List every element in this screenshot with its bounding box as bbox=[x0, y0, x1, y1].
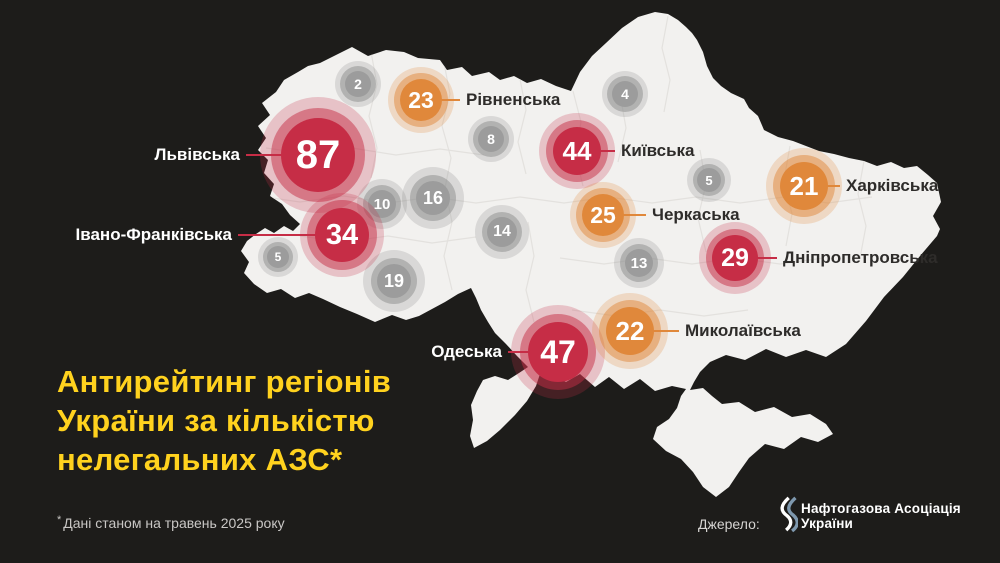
leader-line bbox=[652, 330, 679, 332]
leader-line bbox=[508, 351, 532, 353]
title-line: нелегальних АЗС* bbox=[57, 442, 343, 477]
region-label: Харківська bbox=[846, 176, 939, 195]
leader-line bbox=[826, 185, 840, 187]
leader-line bbox=[599, 150, 615, 152]
footnote: * Дані станом на травень 2025 року bbox=[57, 514, 285, 531]
region-bubble: 4 bbox=[612, 81, 638, 107]
region-label: Івано-Франківська bbox=[75, 225, 232, 244]
region-label: Київська bbox=[621, 141, 695, 160]
title-line: України за кількістю bbox=[57, 403, 375, 438]
leader-line bbox=[238, 234, 319, 236]
region-bubble: 8 bbox=[478, 126, 504, 152]
region-bubble: 25 bbox=[582, 194, 624, 236]
region-label: Дніпропетровська bbox=[783, 248, 938, 267]
source-org-line: України bbox=[801, 515, 854, 531]
region-label: Львівська bbox=[154, 145, 240, 164]
region-bubble: 29 bbox=[712, 235, 758, 281]
infographic-title: Антирейтинг регіонів України за кількіст… bbox=[57, 362, 391, 479]
region-bubble: 23 bbox=[400, 79, 442, 121]
title-line: Антирейтинг регіонів bbox=[57, 364, 392, 399]
region-bubble: 5 bbox=[267, 246, 289, 268]
region-bubble: 14 bbox=[487, 217, 517, 247]
footnote-asterisk: * bbox=[57, 514, 62, 526]
ukraine-outline bbox=[241, 12, 941, 497]
naftogas-association-logo-icon bbox=[780, 496, 798, 533]
region-bubble: 2 bbox=[345, 71, 371, 97]
region-bubble: 87 bbox=[281, 118, 355, 192]
region-label: Одеська bbox=[431, 342, 502, 361]
leader-line bbox=[622, 214, 646, 216]
region-bubble: 34 bbox=[315, 208, 369, 262]
footnote-text: Дані станом на травень 2025 року bbox=[63, 515, 285, 531]
region-bubble: 16 bbox=[416, 181, 450, 215]
leader-line bbox=[246, 154, 285, 156]
source-org-line: Нафтогазова Асоціація bbox=[801, 501, 961, 516]
region-bubble: 10 bbox=[368, 190, 396, 218]
source-label: Джерело: bbox=[698, 516, 760, 532]
region-bubble: 22 bbox=[606, 307, 654, 355]
region-bubble: 5 bbox=[697, 168, 721, 192]
region-bubble: 19 bbox=[377, 264, 411, 298]
leader-line bbox=[756, 257, 777, 259]
region-label: Черкаська bbox=[652, 205, 740, 224]
region-bubble: 13 bbox=[625, 249, 653, 277]
region-bubble: 44 bbox=[553, 127, 601, 175]
region-label: Миколаївська bbox=[685, 321, 801, 340]
region-label: Рівненська bbox=[466, 90, 561, 109]
leader-line bbox=[440, 99, 460, 101]
source-organization: Нафтогазова Асоціація України bbox=[801, 501, 961, 531]
region-bubble: 47 bbox=[528, 322, 588, 382]
region-bubble: 21 bbox=[780, 162, 828, 210]
